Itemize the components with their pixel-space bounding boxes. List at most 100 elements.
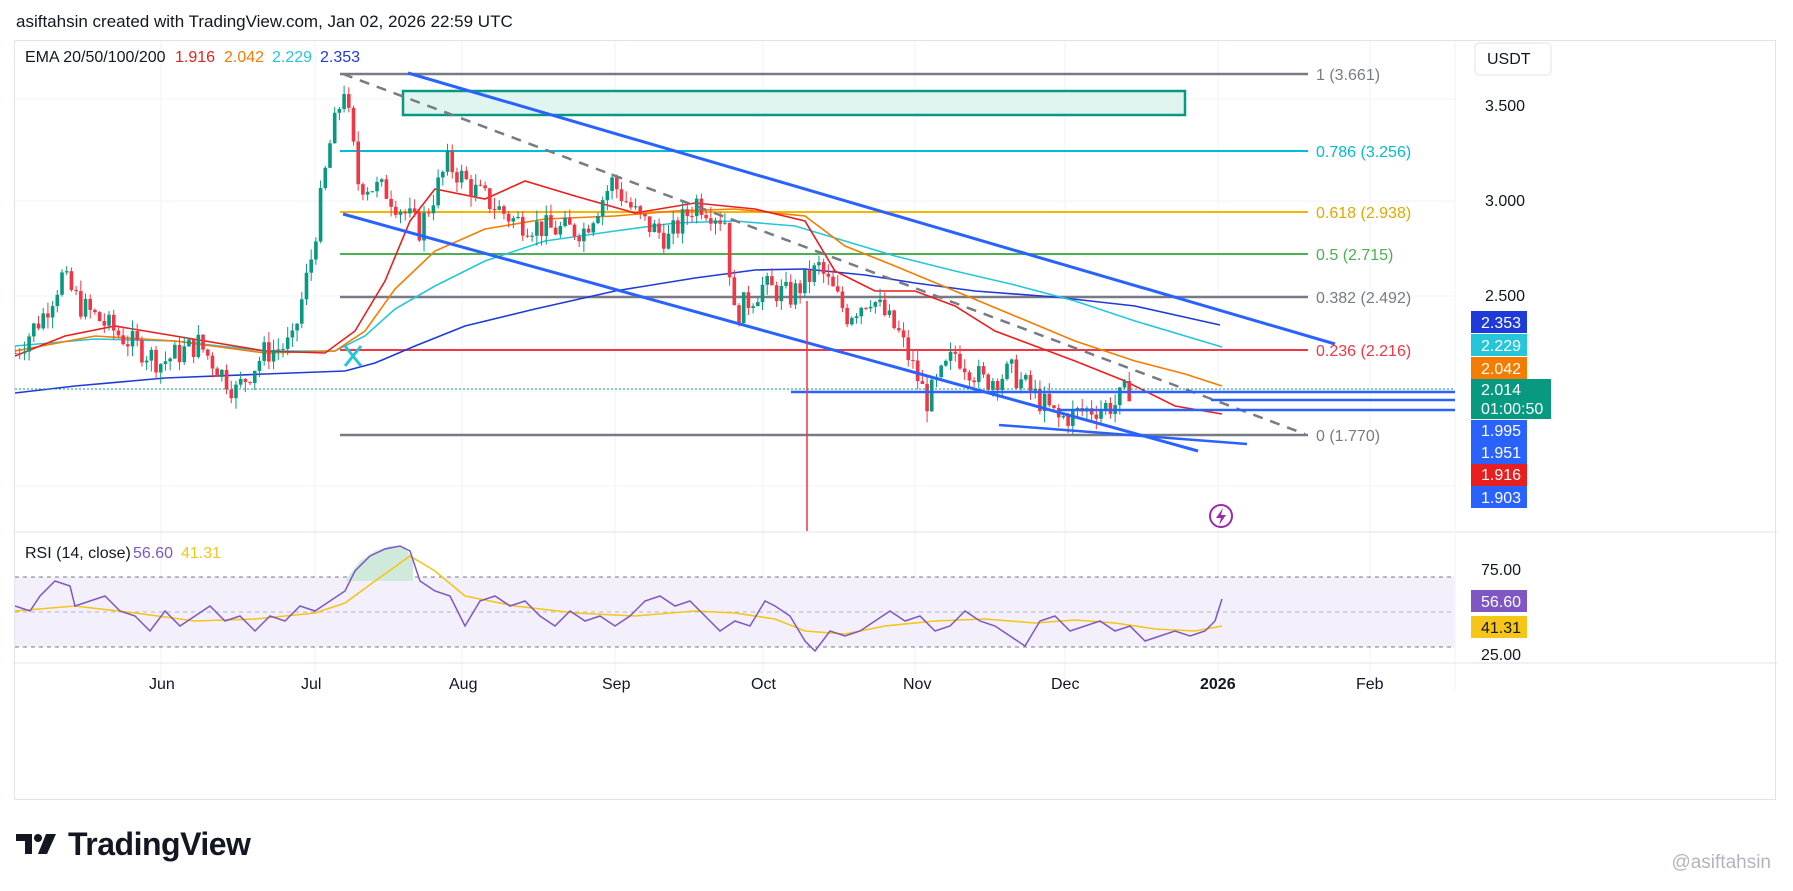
candle-up bbox=[850, 318, 854, 325]
candle-down bbox=[676, 220, 680, 234]
candle-down bbox=[624, 201, 628, 203]
fib-label-05: 0.5 (2.715) bbox=[1316, 247, 1393, 264]
candle-up bbox=[276, 349, 281, 351]
candle-down bbox=[205, 349, 210, 356]
candle-up bbox=[337, 108, 342, 113]
candle-up bbox=[558, 226, 563, 235]
candle-up bbox=[64, 271, 69, 273]
candle-up bbox=[751, 306, 755, 309]
price-axis[interactable]: 3.500 3.000 2.500 bbox=[1485, 98, 1525, 305]
candlestick-series[interactable] bbox=[13, 85, 1132, 435]
ema100-value: 2.229 bbox=[272, 49, 312, 66]
candle-down bbox=[882, 299, 887, 315]
candle-down bbox=[727, 222, 732, 278]
candle-down bbox=[972, 380, 976, 383]
candle-down bbox=[201, 334, 205, 350]
time-axis[interactable]: Jun Jul Aug Sep Oct Nov Dec 2026 Feb bbox=[15, 662, 1777, 693]
candle-up bbox=[238, 378, 243, 385]
candle-down bbox=[553, 227, 558, 235]
candle-up bbox=[168, 358, 172, 362]
candle-down bbox=[79, 291, 83, 317]
price-tick-2500: 2.500 bbox=[1485, 288, 1525, 305]
candle-up bbox=[32, 323, 36, 337]
candle-up bbox=[149, 349, 154, 361]
candle-down bbox=[267, 342, 271, 362]
candle-up bbox=[60, 272, 64, 295]
support-line bbox=[998, 423, 1248, 446]
author-watermark: @asiftahsin bbox=[1671, 852, 1771, 873]
candle-down bbox=[248, 382, 252, 384]
candle-down bbox=[572, 224, 577, 237]
candle-down bbox=[770, 276, 774, 286]
candle-down bbox=[1094, 414, 1099, 419]
fib-label-0618: 0.618 (2.938) bbox=[1316, 205, 1411, 222]
candle-down bbox=[243, 378, 248, 383]
descending-channel[interactable] bbox=[15, 71, 1455, 531]
candle-up bbox=[596, 216, 600, 224]
badge-level-1903: 1.903 bbox=[1481, 490, 1521, 507]
candle-up bbox=[1118, 387, 1122, 406]
trend-dashed-line bbox=[342, 72, 1306, 436]
candle-up bbox=[939, 365, 943, 378]
time-tick-dec: Dec bbox=[1051, 676, 1079, 693]
candle-down bbox=[746, 292, 751, 309]
candle-down bbox=[417, 212, 422, 241]
candle-down bbox=[1052, 405, 1056, 408]
channel-upper-line bbox=[407, 71, 1336, 346]
candle-up bbox=[666, 233, 671, 249]
currency-button[interactable]: USDT bbox=[1474, 42, 1552, 76]
candle-up bbox=[1005, 363, 1009, 379]
candle-up bbox=[271, 349, 276, 362]
candle-down bbox=[346, 94, 351, 108]
candle-up bbox=[370, 191, 375, 193]
candle-down bbox=[478, 184, 483, 186]
candle-up bbox=[1061, 416, 1066, 418]
resistance-zone[interactable] bbox=[401, 89, 1187, 117]
time-tick-oct: Oct bbox=[751, 676, 776, 693]
candle-up bbox=[55, 294, 60, 307]
candle-up bbox=[652, 223, 657, 233]
badge-ema100: 2.229 bbox=[1481, 338, 1521, 355]
lightning-icon[interactable] bbox=[1209, 504, 1233, 528]
candle-up bbox=[473, 184, 478, 197]
candle-down bbox=[643, 213, 647, 217]
candle-up bbox=[944, 360, 948, 366]
chart-canvas[interactable]: 1 (3.661) 0.786 (3.256) 0.618 (2.938) 0.… bbox=[13, 41, 1777, 801]
candle-up bbox=[27, 336, 31, 352]
candle-down bbox=[1014, 359, 1019, 389]
candle-up bbox=[187, 339, 191, 347]
candle-down bbox=[492, 209, 497, 211]
candle-down bbox=[126, 344, 130, 347]
price-tick-3500: 3.500 bbox=[1485, 98, 1525, 115]
candle-down bbox=[154, 349, 158, 373]
fib-label-0786: 0.786 (3.256) bbox=[1316, 144, 1411, 161]
candle-down bbox=[502, 206, 506, 214]
candle-down bbox=[661, 232, 666, 249]
rsi-signal-line bbox=[14, 555, 1223, 635]
badge-ema20: 1.916 bbox=[1481, 467, 1521, 484]
rsi-pane[interactable]: RSI (14, close) 56.60 41.31 75.00 25.00 … bbox=[14, 545, 1527, 664]
fibonacci-retracement[interactable]: 1 (3.661) 0.786 (3.256) 0.618 (2.938) 0.… bbox=[340, 67, 1411, 445]
candle-down bbox=[821, 262, 826, 274]
candle-down bbox=[389, 198, 393, 207]
candle-up bbox=[83, 298, 88, 317]
candle-up bbox=[445, 150, 450, 172]
candle-up bbox=[196, 334, 201, 357]
candle-down bbox=[732, 277, 737, 306]
candle-down bbox=[215, 368, 219, 377]
candle-up bbox=[328, 143, 332, 168]
tradingview-logo[interactable]: TradingView bbox=[16, 826, 251, 862]
candle-up bbox=[582, 228, 586, 242]
rsi-tick-25: 25.00 bbox=[1481, 647, 1521, 664]
candle-up bbox=[713, 220, 718, 224]
candle-down bbox=[647, 216, 652, 233]
candle-down bbox=[807, 269, 812, 282]
candle-down bbox=[13, 353, 17, 354]
candle-down bbox=[116, 330, 121, 336]
candle-up bbox=[610, 177, 614, 191]
candle-up bbox=[605, 190, 610, 201]
candle-down bbox=[967, 372, 972, 381]
candle-down bbox=[901, 330, 906, 338]
candle-up bbox=[817, 262, 821, 266]
candle-down bbox=[464, 170, 469, 180]
